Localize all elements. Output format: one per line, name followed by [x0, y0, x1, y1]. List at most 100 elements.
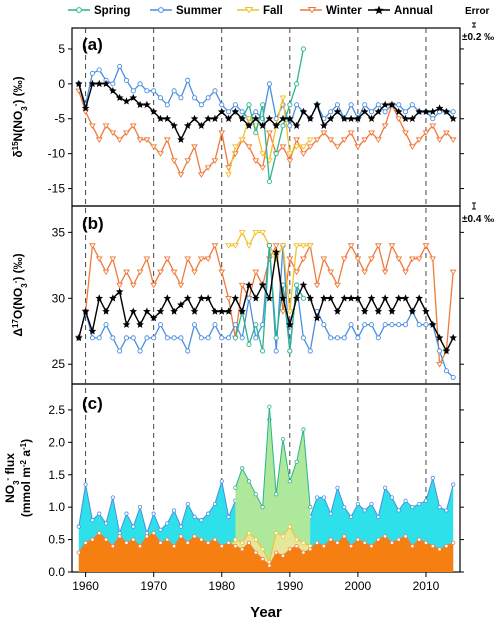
ylabel-c2-b: a: [19, 450, 33, 460]
point-annual: [143, 100, 151, 109]
point-summer: [89, 335, 95, 341]
point-summer: [348, 514, 354, 519]
point-spring: [301, 427, 306, 432]
point-annual: [245, 121, 253, 129]
legend-label-fall: Fall: [263, 5, 283, 17]
point-winter: [267, 563, 272, 568]
point-spring: [280, 437, 286, 442]
point-summer: [334, 102, 341, 108]
point-winter: [327, 137, 335, 143]
point-winter: [116, 137, 124, 143]
point-annual: [81, 104, 90, 112]
point-summer: [396, 508, 401, 513]
point-winter: [170, 269, 178, 276]
legend-item-summer: Summer: [150, 5, 223, 17]
point-annual: [415, 107, 423, 115]
ylabel-a-end: ) (‰): [11, 76, 25, 103]
point-winter: [388, 243, 396, 249]
point-summer: [151, 511, 156, 516]
point-annual: [449, 114, 457, 122]
point-winter: [368, 130, 375, 136]
point-summer: [226, 335, 232, 341]
ylabel-a-mid: N(NO: [11, 111, 25, 142]
point-annual: [313, 100, 321, 109]
point-summer: [96, 67, 102, 73]
point-annual: [340, 294, 349, 302]
point-winter: [300, 151, 307, 157]
point-annual: [149, 107, 158, 115]
point-winter: [206, 540, 211, 545]
point-winter: [444, 543, 449, 549]
point-winter: [415, 137, 423, 143]
point-annual: [95, 294, 104, 302]
point-annual: [381, 294, 389, 302]
point-summer: [328, 109, 334, 115]
point-annual: [258, 121, 267, 129]
point-fall: [279, 243, 287, 249]
point-annual: [156, 114, 165, 122]
point-summer: [123, 335, 130, 341]
point-winter: [328, 537, 333, 542]
ylabel-b-end: ) (‰): [11, 253, 25, 280]
point-winter: [157, 269, 164, 276]
point-winter: [374, 243, 382, 249]
point-spring: [287, 479, 292, 484]
point-winter: [110, 543, 115, 549]
point-winter: [402, 269, 409, 276]
point-winter: [403, 534, 408, 539]
point-annual: [326, 294, 335, 302]
xtick-label-2010: 2010: [413, 579, 440, 593]
point-annual: [204, 294, 212, 302]
point-annual: [360, 107, 369, 115]
point-winter: [136, 137, 144, 143]
ytick-label-a: -10: [48, 147, 66, 161]
point-summer: [382, 322, 388, 328]
point-annual: [122, 97, 131, 105]
point-summer: [416, 322, 422, 328]
point-annual: [197, 121, 206, 129]
point-summer: [389, 495, 395, 500]
point-winter: [355, 537, 360, 542]
point-annual: [354, 114, 362, 122]
point-summer: [219, 102, 225, 108]
point-winter: [376, 537, 381, 542]
point-winter: [177, 172, 185, 178]
ytick-label-c: 1.0: [48, 500, 65, 514]
point-winter: [95, 256, 103, 262]
point-annual: [129, 307, 138, 315]
ylabel-b-main: Δ: [11, 328, 25, 337]
point-winter: [253, 550, 258, 555]
point-winter: [246, 540, 252, 545]
point-winter: [151, 531, 156, 536]
point-annual: [183, 294, 192, 302]
point-annual: [211, 114, 219, 122]
point-annual: [435, 104, 444, 112]
point-summer: [205, 335, 211, 341]
point-annual: [360, 307, 369, 315]
point-winter: [451, 540, 456, 545]
point-summer: [239, 335, 245, 341]
point-summer: [89, 70, 95, 76]
point-summer: [172, 508, 177, 513]
point-fall: [306, 243, 314, 249]
point-annual: [75, 333, 83, 342]
point-annual: [367, 114, 376, 122]
point-spring: [273, 335, 279, 341]
ylabel-c1-sub: 3: [12, 480, 21, 485]
point-winter: [347, 130, 355, 136]
point-winter: [381, 269, 389, 276]
point-summer: [328, 511, 333, 516]
point-summer: [110, 335, 116, 341]
point-spring: [294, 81, 300, 87]
point-spring: [274, 492, 279, 497]
point-winter: [157, 151, 164, 157]
point-summer: [117, 63, 123, 69]
point-annual: [245, 281, 253, 289]
point-winter: [219, 543, 224, 549]
point-spring: [253, 322, 259, 328]
ylabel-b-sub: 3: [20, 283, 29, 288]
point-winter: [184, 256, 192, 262]
point-summer: [185, 501, 190, 507]
point-spring: [300, 295, 306, 301]
